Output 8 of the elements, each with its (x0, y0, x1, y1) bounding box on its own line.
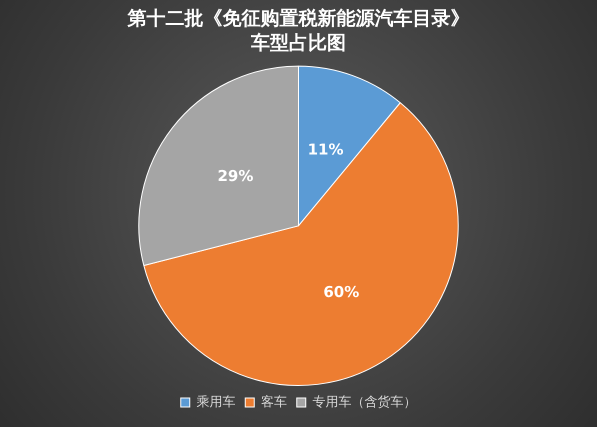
legend-label: 专用车（含货车） (312, 394, 416, 410)
data-label: 11% (308, 140, 344, 159)
data-label: 60% (323, 283, 360, 302)
chart-title: 第十二批《免征购置税新能源汽车目录》 (126, 7, 470, 30)
data-label: 29% (217, 166, 254, 185)
legend-label: 乘用车 (196, 394, 236, 410)
chart-subtitle: 车型占比图 (250, 32, 346, 54)
legend-label: 客车 (260, 394, 287, 410)
